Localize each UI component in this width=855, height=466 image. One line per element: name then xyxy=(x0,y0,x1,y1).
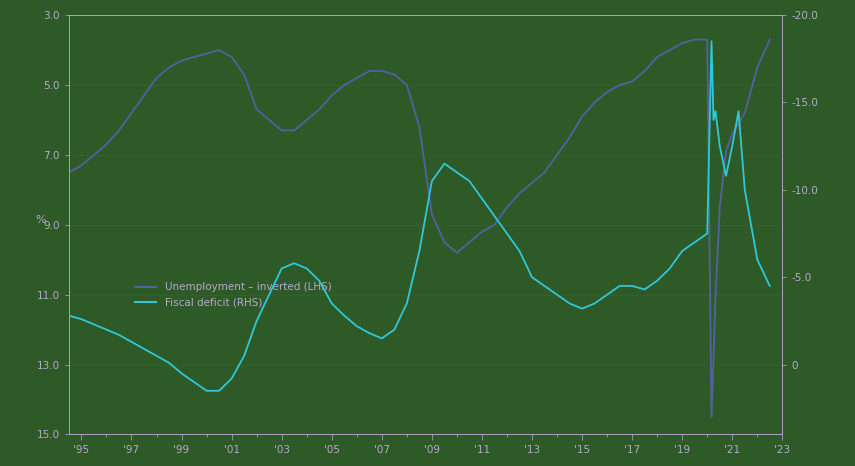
Legend: Unemployment – inverted (LHS), Fiscal deficit (RHS): Unemployment – inverted (LHS), Fiscal de… xyxy=(131,278,335,312)
Fiscal deficit (RHS) xyxy=(540,283,550,289)
Y-axis label: %: % xyxy=(35,215,45,225)
Unemployment – inverted (LHS) xyxy=(251,107,262,112)
Fiscal deficit (RHS) xyxy=(202,388,212,394)
Unemployment – inverted (LHS) xyxy=(706,414,716,420)
Fiscal deficit (RHS) xyxy=(127,339,137,345)
Unemployment – inverted (LHS) xyxy=(189,54,199,60)
Fiscal deficit (RHS) xyxy=(764,283,775,289)
Unemployment – inverted (LHS) xyxy=(690,37,700,42)
Unemployment – inverted (LHS) xyxy=(64,170,74,175)
Line: Unemployment – inverted (LHS): Unemployment – inverted (LHS) xyxy=(69,40,770,417)
Fiscal deficit (RHS) xyxy=(706,39,716,44)
Unemployment – inverted (LHS) xyxy=(314,107,324,112)
Unemployment – inverted (LHS) xyxy=(527,180,537,185)
Fiscal deficit (RHS) xyxy=(227,376,237,381)
Fiscal deficit (RHS) xyxy=(276,266,286,271)
Fiscal deficit (RHS) xyxy=(64,313,74,318)
Unemployment – inverted (LHS) xyxy=(302,117,312,123)
Unemployment – inverted (LHS) xyxy=(764,37,775,42)
Unemployment – inverted (LHS) xyxy=(276,128,286,133)
Line: Fiscal deficit (RHS): Fiscal deficit (RHS) xyxy=(69,41,770,391)
Fiscal deficit (RHS) xyxy=(715,144,725,149)
Fiscal deficit (RHS) xyxy=(451,170,462,175)
